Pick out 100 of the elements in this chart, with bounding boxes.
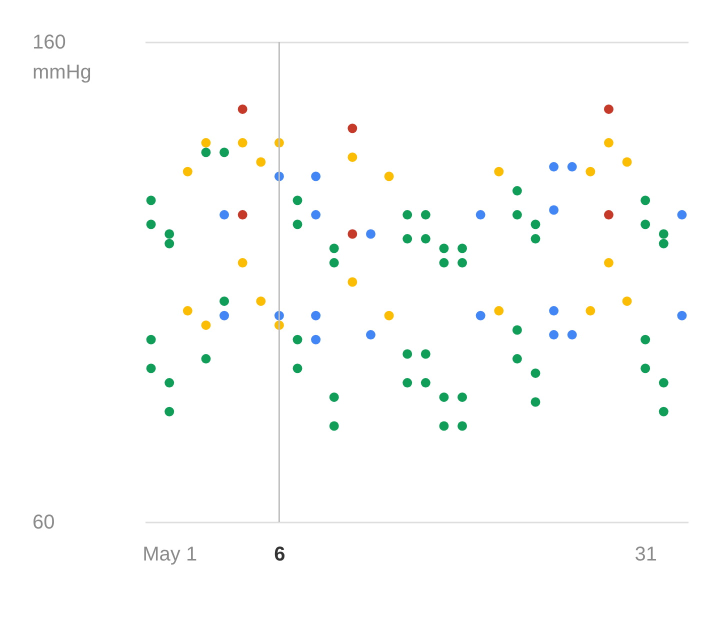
point — [658, 238, 668, 248]
point — [530, 368, 540, 378]
x-tick-label: May 1 — [142, 544, 198, 566]
point — [476, 310, 486, 320]
point — [164, 378, 174, 388]
point — [146, 220, 156, 230]
point — [420, 378, 430, 388]
point — [439, 421, 449, 431]
point — [549, 306, 559, 316]
point — [348, 152, 358, 162]
point — [512, 210, 522, 220]
point — [256, 157, 266, 167]
point — [348, 229, 358, 239]
point — [292, 334, 302, 344]
point — [146, 334, 156, 344]
point — [384, 172, 394, 182]
point — [238, 210, 248, 220]
point — [201, 148, 211, 158]
point — [402, 349, 412, 359]
point — [439, 244, 449, 254]
point — [640, 364, 650, 374]
point — [164, 229, 174, 239]
point — [311, 210, 321, 220]
y-tick-label: 60 — [32, 512, 55, 534]
point — [476, 210, 486, 220]
point — [677, 310, 687, 320]
point — [329, 258, 339, 268]
point — [402, 234, 412, 244]
point — [658, 406, 668, 416]
point — [494, 306, 504, 316]
point — [402, 378, 412, 388]
point — [458, 392, 468, 402]
point — [292, 220, 302, 230]
point — [512, 354, 522, 364]
point — [530, 397, 540, 407]
point — [182, 166, 192, 176]
point — [201, 138, 211, 148]
point — [146, 196, 156, 206]
point — [658, 378, 668, 388]
point — [220, 148, 230, 158]
point — [238, 258, 248, 268]
point — [311, 334, 321, 344]
point — [220, 310, 230, 320]
point — [512, 325, 522, 335]
point — [604, 258, 614, 268]
point — [604, 210, 614, 220]
y-tick-label: 160 — [32, 32, 66, 54]
point — [494, 166, 504, 176]
point — [512, 186, 522, 196]
point — [658, 229, 668, 239]
point — [549, 162, 559, 172]
point — [348, 277, 358, 287]
point — [182, 306, 192, 316]
point — [220, 210, 230, 220]
point — [567, 330, 577, 340]
point — [640, 334, 650, 344]
point — [530, 234, 540, 244]
point — [586, 306, 596, 316]
point — [366, 330, 376, 340]
point — [458, 244, 468, 254]
point — [402, 210, 412, 220]
point — [458, 421, 468, 431]
point — [567, 162, 577, 172]
point — [164, 238, 174, 248]
point — [220, 296, 230, 306]
point — [311, 310, 321, 320]
point — [329, 392, 339, 402]
point — [384, 310, 394, 320]
point — [238, 138, 248, 148]
point — [420, 234, 430, 244]
x-tick-label: 6 — [274, 544, 286, 566]
point — [604, 104, 614, 114]
point — [201, 320, 211, 330]
point — [458, 258, 468, 268]
point — [677, 210, 687, 220]
point — [292, 364, 302, 374]
point — [549, 330, 559, 340]
point — [329, 244, 339, 254]
point — [292, 196, 302, 206]
point — [640, 220, 650, 230]
point — [622, 157, 632, 167]
point — [530, 220, 540, 230]
point — [238, 104, 248, 114]
x-tick-label: 31 — [634, 544, 657, 566]
point — [348, 124, 358, 134]
point — [201, 354, 211, 364]
point — [256, 296, 266, 306]
point — [329, 421, 339, 431]
point — [311, 172, 321, 182]
point — [439, 392, 449, 402]
point — [146, 364, 156, 374]
point — [586, 166, 596, 176]
point — [604, 138, 614, 148]
point — [549, 205, 559, 215]
point — [622, 296, 632, 306]
point — [439, 258, 449, 268]
y-axis-title: mmHg — [32, 62, 92, 84]
point — [420, 349, 430, 359]
point — [366, 229, 376, 239]
point — [164, 406, 174, 416]
